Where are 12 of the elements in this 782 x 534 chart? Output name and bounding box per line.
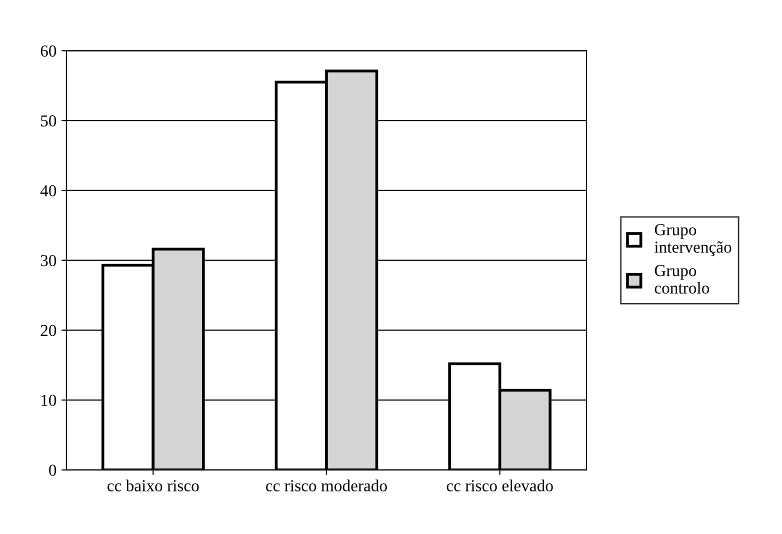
y-tick-label: 40 bbox=[40, 185, 56, 196]
legend-label: Grupo controlo bbox=[654, 265, 710, 294]
y-tick-label: 50 bbox=[41, 115, 56, 127]
x-tick-label: cc risco moderado bbox=[266, 480, 387, 492]
legend-label: Grupo intervenção bbox=[654, 224, 732, 256]
y-tick-label: 60 bbox=[40, 45, 56, 57]
y-tick-label: 20 bbox=[40, 324, 56, 336]
y-tick-label: 0 bbox=[49, 464, 56, 476]
x-tick-label: cc risco elevado bbox=[446, 480, 553, 492]
x-tick-label: cc baixo risco bbox=[108, 480, 199, 492]
y-tick-label: 30 bbox=[40, 255, 56, 266]
y-tick-label: 10 bbox=[42, 394, 56, 406]
